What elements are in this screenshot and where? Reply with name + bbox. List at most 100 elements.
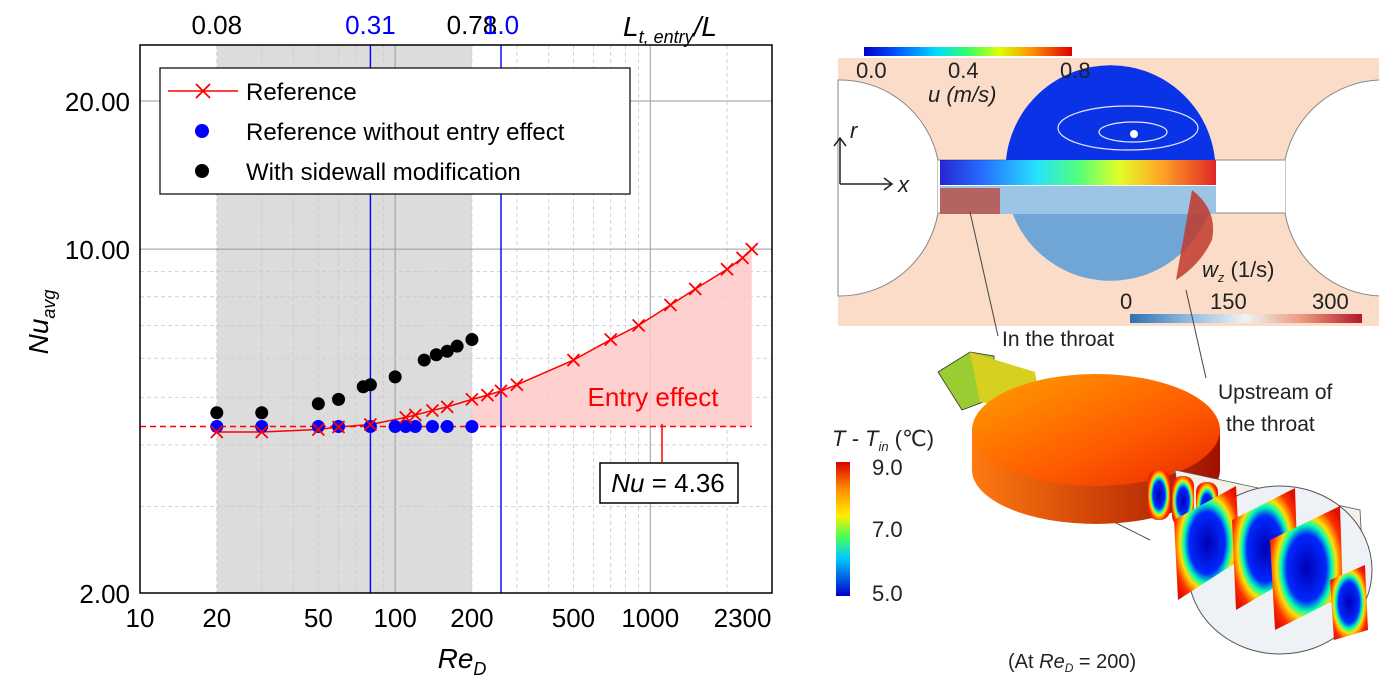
- legend: Reference Reference without entry effect…: [159, 67, 631, 195]
- x-tick-label: 200: [450, 603, 493, 633]
- x-tick-label: 1000: [621, 603, 679, 633]
- no-entry-point: [388, 419, 402, 433]
- reference-point: [663, 298, 678, 312]
- x-tick-label: 20: [202, 603, 231, 633]
- reference-point: [494, 384, 508, 398]
- temp-colorbar-tick-2: 5.0: [872, 581, 903, 606]
- sidewall-point: [332, 392, 346, 406]
- reference-point: [631, 318, 646, 332]
- nu-annotation-box: [599, 462, 739, 504]
- reference-point: [408, 408, 422, 422]
- legend-reference-marker: [195, 83, 211, 99]
- no-entry-point: [425, 419, 439, 433]
- x-tick-label: 50: [304, 603, 333, 633]
- wz-colorbar-label: wz (1/s): [1202, 257, 1275, 285]
- x-tick-label: 2300: [714, 603, 772, 633]
- sidewall-point: [440, 344, 454, 358]
- nu-annotation: Nu = 4.36: [611, 468, 724, 498]
- wall-vorticity-region: [1176, 190, 1214, 280]
- callout-throat: In the throat: [1002, 328, 1114, 351]
- reference-point: [210, 425, 224, 439]
- top-tick-label: 0.31: [345, 10, 396, 40]
- no-entry-point: [311, 419, 325, 433]
- reference-point: [604, 332, 618, 347]
- jet-stream: [940, 160, 1216, 185]
- legend-no-entry-marker: [195, 124, 209, 138]
- sidewall-point: [465, 333, 479, 347]
- y-tick-label: 20.00: [65, 87, 130, 117]
- temp-colorbar-tick-0: 9.0: [872, 455, 903, 480]
- wz-colorbar: [1130, 314, 1362, 323]
- reference-point: [566, 353, 581, 367]
- no-entry-point: [363, 419, 377, 433]
- streamline-outer: [1057, 105, 1199, 151]
- no-entry-point: [440, 419, 454, 433]
- temp-colorbar-label: T - Tin (℃): [832, 426, 934, 454]
- reference-point: [331, 420, 346, 434]
- nu-chart: 10 20 50 100 200 500 1000 2300 2.00 10.00 20.00 0.0…: [23, 10, 773, 679]
- sidewall-point: [417, 353, 431, 367]
- wz-colorbar-tick-1: 150: [1210, 289, 1247, 314]
- no-entry-point: [399, 419, 413, 433]
- callout-lines: [969, 211, 1207, 379]
- x-tick-label: 100: [373, 603, 416, 633]
- u-colorbar-tick-0: 0.0: [856, 58, 887, 83]
- temperature-slices: [1148, 470, 1368, 640]
- sidewall-point: [450, 339, 464, 353]
- top-tick-label: 0.78: [447, 10, 498, 40]
- u-colorbar-label: u (m/s): [928, 82, 996, 107]
- simulation-figure: 0.0 0.4 0.8 u (m/s) r x wz (1/s) 0 150 3…: [832, 47, 1379, 675]
- x-tick-label: 10: [126, 603, 155, 633]
- reference-point: [311, 422, 325, 437]
- sidewall-point: [388, 370, 402, 384]
- u-colorbar-tick-1: 0.4: [948, 58, 979, 83]
- reference-point: [465, 392, 479, 407]
- sidewall-point: [429, 348, 443, 362]
- u-colorbar-tick-2: 0.8: [1060, 58, 1091, 83]
- x-tick-label: 500: [552, 603, 595, 633]
- x-axis-label: ReD: [438, 643, 487, 679]
- sidewall-point: [255, 406, 269, 420]
- reference-point: [510, 378, 524, 392]
- temp-colorbar: [836, 462, 850, 596]
- top-tick-label: 1.0: [483, 10, 519, 40]
- top-tick-label: 0.08: [191, 10, 242, 40]
- entry-effect-area: [471, 249, 752, 427]
- wz-colorbar-tick-0: 0: [1120, 289, 1132, 314]
- reference-point: [480, 388, 495, 402]
- temp-colorbar-tick-1: 7.0: [872, 517, 903, 542]
- axis-x-label: x: [897, 172, 910, 197]
- no-entry-point: [408, 419, 422, 433]
- plot-frame: [139, 44, 773, 594]
- axis-r-label: r: [850, 118, 859, 143]
- reference-point: [363, 417, 378, 432]
- legend-reference-label: Reference: [246, 79, 357, 106]
- y-tick-label: 2.00: [79, 579, 130, 609]
- legend-sidewall-marker: [195, 164, 209, 178]
- callout-upstream-1: Upstream of: [1218, 381, 1333, 404]
- reference-point: [440, 400, 454, 414]
- legend-no-entry-label: Reference without entry effect: [246, 119, 565, 146]
- figure-caption: (At ReD = 200): [1008, 651, 1136, 675]
- wz-colorbar-tick-2: 300: [1312, 289, 1349, 314]
- reference-point: [255, 425, 269, 439]
- top-axis-label: Lt, entry/L: [623, 11, 717, 47]
- sidewall-point: [363, 378, 377, 392]
- reference-point: [688, 282, 702, 296]
- sidewall-point: [311, 397, 325, 411]
- no-entry-point: [465, 419, 479, 433]
- callout-upstream-2: the throat: [1226, 413, 1315, 436]
- entry-effect-label: Entry effect: [587, 382, 719, 412]
- reference-point: [720, 262, 734, 276]
- streamline-inner: [1098, 121, 1168, 143]
- throat-wall-vorticity: [940, 188, 1000, 214]
- y-tick-label: 10.00: [65, 235, 130, 265]
- u-colorbar: [864, 47, 1072, 56]
- vortex-core: [1130, 130, 1138, 138]
- axes-indicator-icon: [833, 136, 894, 191]
- sidewall-point: [210, 406, 224, 420]
- legend-sidewall-label: With sidewall modification: [246, 159, 521, 186]
- reference-point: [425, 403, 440, 418]
- disc-top: [972, 374, 1220, 486]
- reference-point: [745, 242, 759, 256]
